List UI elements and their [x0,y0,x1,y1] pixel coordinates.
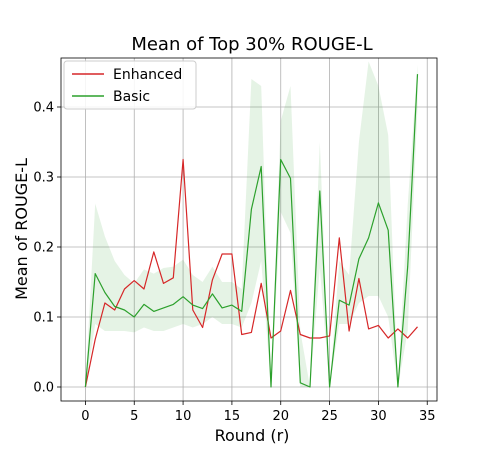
legend: Enhanced Basic [63,60,197,110]
legend-label-enhanced: Enhanced [113,67,182,83]
y-tick-label: 0.0 [33,381,54,396]
y-tick-label: 0.1 [33,311,54,326]
y-tick-label: 0.3 [33,171,54,186]
legend-box [63,60,197,110]
x-tick-label: 30 [370,409,387,424]
axis-ticks: 0 5 10 15 20 25 30 35 0.0 0.1 0.2 0.3 0.4 [33,101,435,425]
x-tick-label: 25 [321,409,338,424]
grid [61,58,437,401]
x-tick-label: 15 [224,409,241,424]
x-tick-label: 20 [272,409,289,424]
legend-label-basic: Basic [113,89,150,105]
series-line-basic [84,74,419,388]
y-tick-label: 0.4 [33,101,54,116]
series-line-enhanced [84,158,418,388]
plot-frame [60,57,438,402]
x-tick-label: 0 [81,409,89,424]
chart-title: Mean of Top 30% ROUGE-L [131,34,372,55]
x-axis-label: Round (r) [215,426,290,445]
x-tick-label: 10 [175,409,192,424]
series-lines [84,74,419,388]
x-tick-label: 35 [419,409,436,424]
x-tick-label: 5 [130,409,138,424]
y-tick-label: 0.2 [33,241,54,256]
y-axis-label: Mean of ROUGE-L [12,158,31,300]
